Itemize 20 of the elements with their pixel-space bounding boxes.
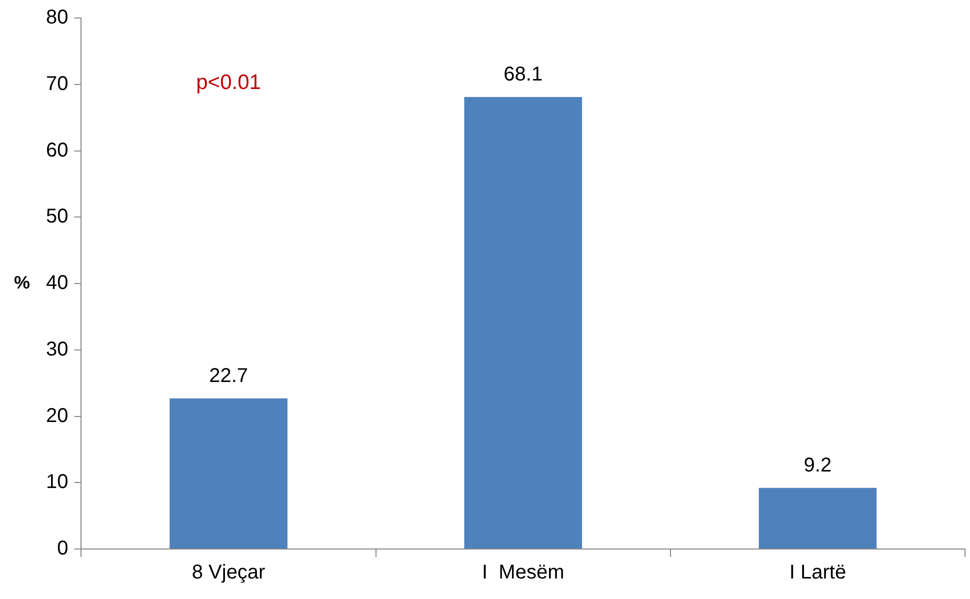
x-tick-label: 8 Vjeçar bbox=[192, 562, 266, 584]
bar bbox=[758, 488, 877, 548]
annotation: p<0.01 bbox=[196, 70, 261, 94]
y-tick-label: 80 bbox=[46, 6, 68, 29]
bar bbox=[170, 398, 288, 548]
data-label: 9.2 bbox=[804, 454, 832, 476]
y-tick-label: 20 bbox=[46, 404, 68, 427]
y-tick-label: 10 bbox=[46, 471, 68, 494]
x-tick-label: I Lartë bbox=[789, 562, 846, 584]
y-tick-label: 40 bbox=[46, 272, 68, 294]
y-tick-label: 0 bbox=[57, 538, 68, 560]
y-tick-label: 30 bbox=[46, 338, 68, 360]
bar bbox=[464, 96, 582, 548]
x-tick-label: I Mesëm bbox=[482, 562, 564, 584]
y-tick-label: 50 bbox=[46, 206, 68, 228]
data-label: 68.1 bbox=[504, 64, 543, 86]
y-axis-title: % bbox=[14, 272, 30, 292]
data-label: 22.7 bbox=[209, 364, 248, 387]
y-tick-label: 60 bbox=[46, 139, 68, 162]
y-tick-label: 70 bbox=[46, 72, 68, 95]
